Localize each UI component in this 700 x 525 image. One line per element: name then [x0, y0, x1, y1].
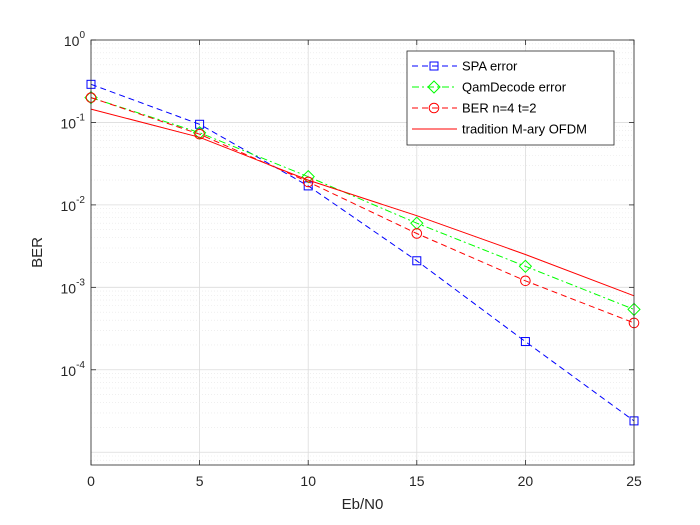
y-tick-label: 10-1	[61, 112, 86, 131]
legend: SPA error QamDecode error BER n=4 t=2 tradi…	[406, 50, 615, 146]
x-tick-label: 25	[626, 473, 642, 489]
data-point	[301, 169, 315, 184]
data-point	[520, 275, 531, 287]
data-point	[518, 259, 533, 273]
data-point	[194, 128, 205, 140]
series-3	[90, 108, 635, 297]
series-line	[90, 108, 635, 297]
y-tick-label: 100	[64, 30, 86, 49]
x-tick-label: 15	[409, 473, 425, 489]
x-tick-label: 20	[518, 473, 534, 489]
legend-label: SPA error	[462, 59, 518, 74]
x-tick-label: 0	[87, 473, 95, 489]
series-line	[90, 97, 635, 324]
legend-marker	[428, 102, 440, 114]
plot-border	[90, 39, 635, 466]
series-line	[90, 83, 635, 422]
data-point	[412, 256, 422, 266]
ticks: 0 5 10 15 20 25 100 10-1 10-2 10-3 10-4	[61, 30, 642, 489]
legend-marker	[427, 80, 441, 94]
data-point	[195, 119, 205, 129]
legend-label: QamDecode error	[462, 80, 567, 95]
y-axis-label: BER	[29, 237, 46, 268]
y-tick-label: 10-4	[61, 360, 86, 379]
y-tick-label: 10-3	[61, 277, 86, 296]
legend-marker	[429, 61, 439, 71]
y-tick-label: 10-2	[61, 195, 86, 214]
series-layer	[84, 79, 641, 426]
legend-label: tradition M-ary OFDM	[462, 122, 587, 137]
data-point	[411, 228, 423, 239]
legend-label: BER n=4 t=2	[462, 101, 536, 116]
series-line	[90, 97, 635, 310]
x-tick-label: 10	[300, 473, 316, 489]
x-axis-label: Eb/N0	[342, 496, 384, 513]
x-tick-label: 5	[196, 473, 204, 489]
data-point	[520, 337, 530, 347]
